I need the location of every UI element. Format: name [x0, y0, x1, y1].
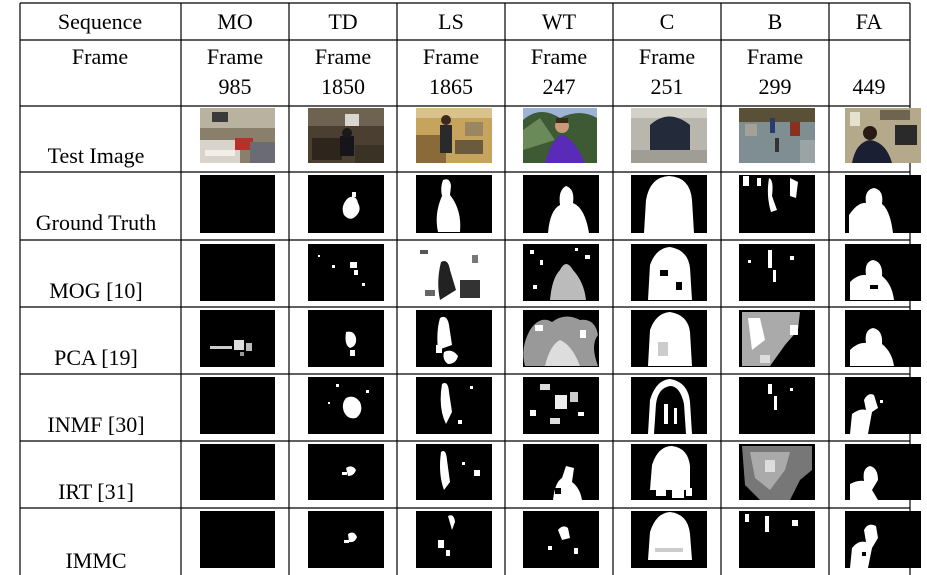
- irt-wt: [523, 444, 599, 500]
- frame-top-c: Frame: [639, 44, 695, 69]
- header-mo: MO: [217, 9, 252, 34]
- pca-mo: [200, 310, 275, 367]
- immc-td: [308, 511, 384, 568]
- test-image-ls: [416, 108, 492, 163]
- test-image-mo: [200, 108, 275, 163]
- frame-top-td: Frame: [315, 44, 371, 69]
- gt-mo: [200, 175, 275, 233]
- mog-b: [739, 244, 815, 301]
- frame-num-b: 299: [759, 74, 792, 99]
- frame-row-label: Frame: [72, 44, 128, 69]
- header-sequence: Sequence: [58, 9, 142, 34]
- frame-top-mo: Frame: [207, 44, 263, 69]
- header-b: B: [768, 9, 783, 34]
- pca-b: [739, 310, 815, 367]
- row-label-immc: IMMC: [65, 548, 126, 573]
- mog-c: [631, 244, 707, 301]
- header-td: TD: [328, 9, 357, 34]
- frame-num-c: 251: [651, 74, 684, 99]
- test-image-td: [308, 108, 384, 163]
- header-wt: WT: [542, 9, 577, 34]
- mog-ls: [416, 244, 492, 301]
- irt-b: [739, 444, 815, 500]
- immc-fa: [845, 511, 921, 568]
- irt-row: [200, 444, 921, 500]
- pca-c: [631, 310, 707, 367]
- mog-fa: [845, 244, 921, 301]
- gt-c: [631, 175, 707, 233]
- pca-wt: [523, 310, 599, 367]
- test-image-b: [739, 108, 815, 163]
- frame-num-td: 1850: [321, 74, 365, 99]
- frame-num-mo: 985: [219, 74, 252, 99]
- irt-c: [631, 444, 707, 500]
- inmf-row: [200, 377, 921, 434]
- pca-ls: [416, 310, 492, 367]
- gt-ls: [416, 175, 492, 233]
- mog-row: [200, 244, 921, 301]
- frame-top-wt: Frame: [531, 44, 587, 69]
- immc-ls: [416, 511, 492, 568]
- test-image-fa: [845, 108, 921, 163]
- gt-fa: [845, 175, 921, 233]
- mog-mo: [200, 244, 275, 301]
- frame-num-ls: 1865: [429, 74, 473, 99]
- test-image-row: [200, 108, 921, 163]
- gt-b: [739, 175, 815, 233]
- test-image-wt: [523, 108, 597, 163]
- row-label-inmf: INMF [30]: [47, 412, 144, 437]
- frame-num-wt: 247: [543, 74, 576, 99]
- pca-row: [200, 310, 921, 367]
- row-label-mog: MOG [10]: [49, 278, 143, 303]
- frame-row: Frame Frame 985 Frame 1850 Frame 1865 Fr…: [72, 44, 886, 99]
- irt-mo: [200, 444, 275, 500]
- mog-wt: [523, 244, 599, 301]
- gt-wt: [523, 175, 599, 233]
- immc-c: [631, 511, 707, 568]
- pca-td: [308, 310, 384, 367]
- gt-td: [308, 175, 384, 233]
- inmf-b: [739, 377, 815, 434]
- pca-fa: [845, 310, 921, 367]
- ground-truth-row: [200, 175, 921, 233]
- header-ls: LS: [438, 9, 464, 34]
- inmf-td: [308, 377, 384, 434]
- inmf-mo: [200, 377, 275, 434]
- header-fa: FA: [856, 9, 883, 34]
- immc-row: [200, 511, 921, 568]
- header-c: C: [660, 9, 675, 34]
- inmf-wt: [523, 377, 599, 434]
- immc-b: [739, 511, 815, 568]
- frame-top-ls: Frame: [423, 44, 479, 69]
- immc-mo: [200, 511, 275, 568]
- irt-fa: [845, 444, 921, 500]
- frame-top-b: Frame: [747, 44, 803, 69]
- irt-td: [308, 444, 384, 500]
- row-label-ground-truth: Ground Truth: [36, 210, 156, 235]
- immc-wt: [523, 511, 599, 568]
- inmf-fa: [845, 377, 921, 434]
- inmf-ls: [416, 377, 492, 434]
- row-label-test-image: Test Image: [48, 143, 145, 168]
- inmf-c: [631, 377, 707, 434]
- frame-num-fa: 449: [853, 74, 886, 99]
- mog-td: [308, 244, 384, 301]
- row-label-irt: IRT [31]: [58, 479, 134, 504]
- row-label-pca: PCA [19]: [54, 345, 138, 370]
- irt-ls: [416, 444, 492, 500]
- test-image-c: [631, 108, 707, 163]
